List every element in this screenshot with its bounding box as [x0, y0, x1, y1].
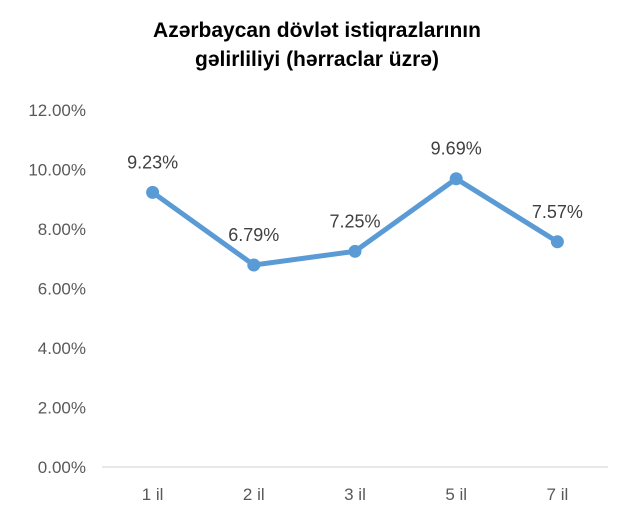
x-axis-tick-labels: 1 il 2 il 3 il 5 il 7 il — [142, 485, 569, 504]
y-tick-label: 2.00% — [38, 399, 86, 418]
y-tick-label: 12.00% — [28, 101, 86, 120]
data-label: 9.23% — [127, 152, 178, 172]
chart-title: Azərbaycan dövlət istiqrazlarının gəlirl… — [0, 16, 634, 74]
data-point — [146, 185, 160, 199]
data-points — [146, 172, 564, 272]
data-label: 6.79% — [228, 225, 279, 245]
data-point — [550, 235, 564, 249]
y-tick-label: 10.00% — [28, 161, 86, 180]
y-tick-label: 4.00% — [38, 339, 86, 358]
data-label: 7.57% — [532, 202, 583, 222]
data-point — [247, 258, 261, 272]
data-point — [348, 244, 362, 258]
data-label: 9.69% — [431, 139, 482, 159]
y-tick-label: 6.00% — [38, 280, 86, 299]
y-tick-label: 0.00% — [38, 458, 86, 477]
x-tick-label: 7 il — [547, 485, 569, 504]
y-tick-label: 8.00% — [38, 220, 86, 239]
y-axis-tick-labels: 0.00% 2.00% 4.00% 6.00% 8.00% 10.00% 12.00% — [28, 101, 86, 477]
data-point — [449, 172, 463, 186]
chart-title-line-1: Azərbaycan dövlət istiqrazlarının — [153, 19, 481, 42]
x-tick-label: 1 il — [142, 485, 164, 504]
data-label: 7.25% — [329, 211, 380, 231]
x-tick-label: 5 il — [445, 485, 467, 504]
chart-title-line-2: gəlirliliyi (hərraclar üzrə) — [195, 48, 439, 71]
x-tick-label: 3 il — [344, 485, 366, 504]
x-tick-label: 2 il — [243, 485, 265, 504]
data-labels: 9.23% 6.79% 7.25% 9.69% 7.57% — [127, 139, 583, 245]
